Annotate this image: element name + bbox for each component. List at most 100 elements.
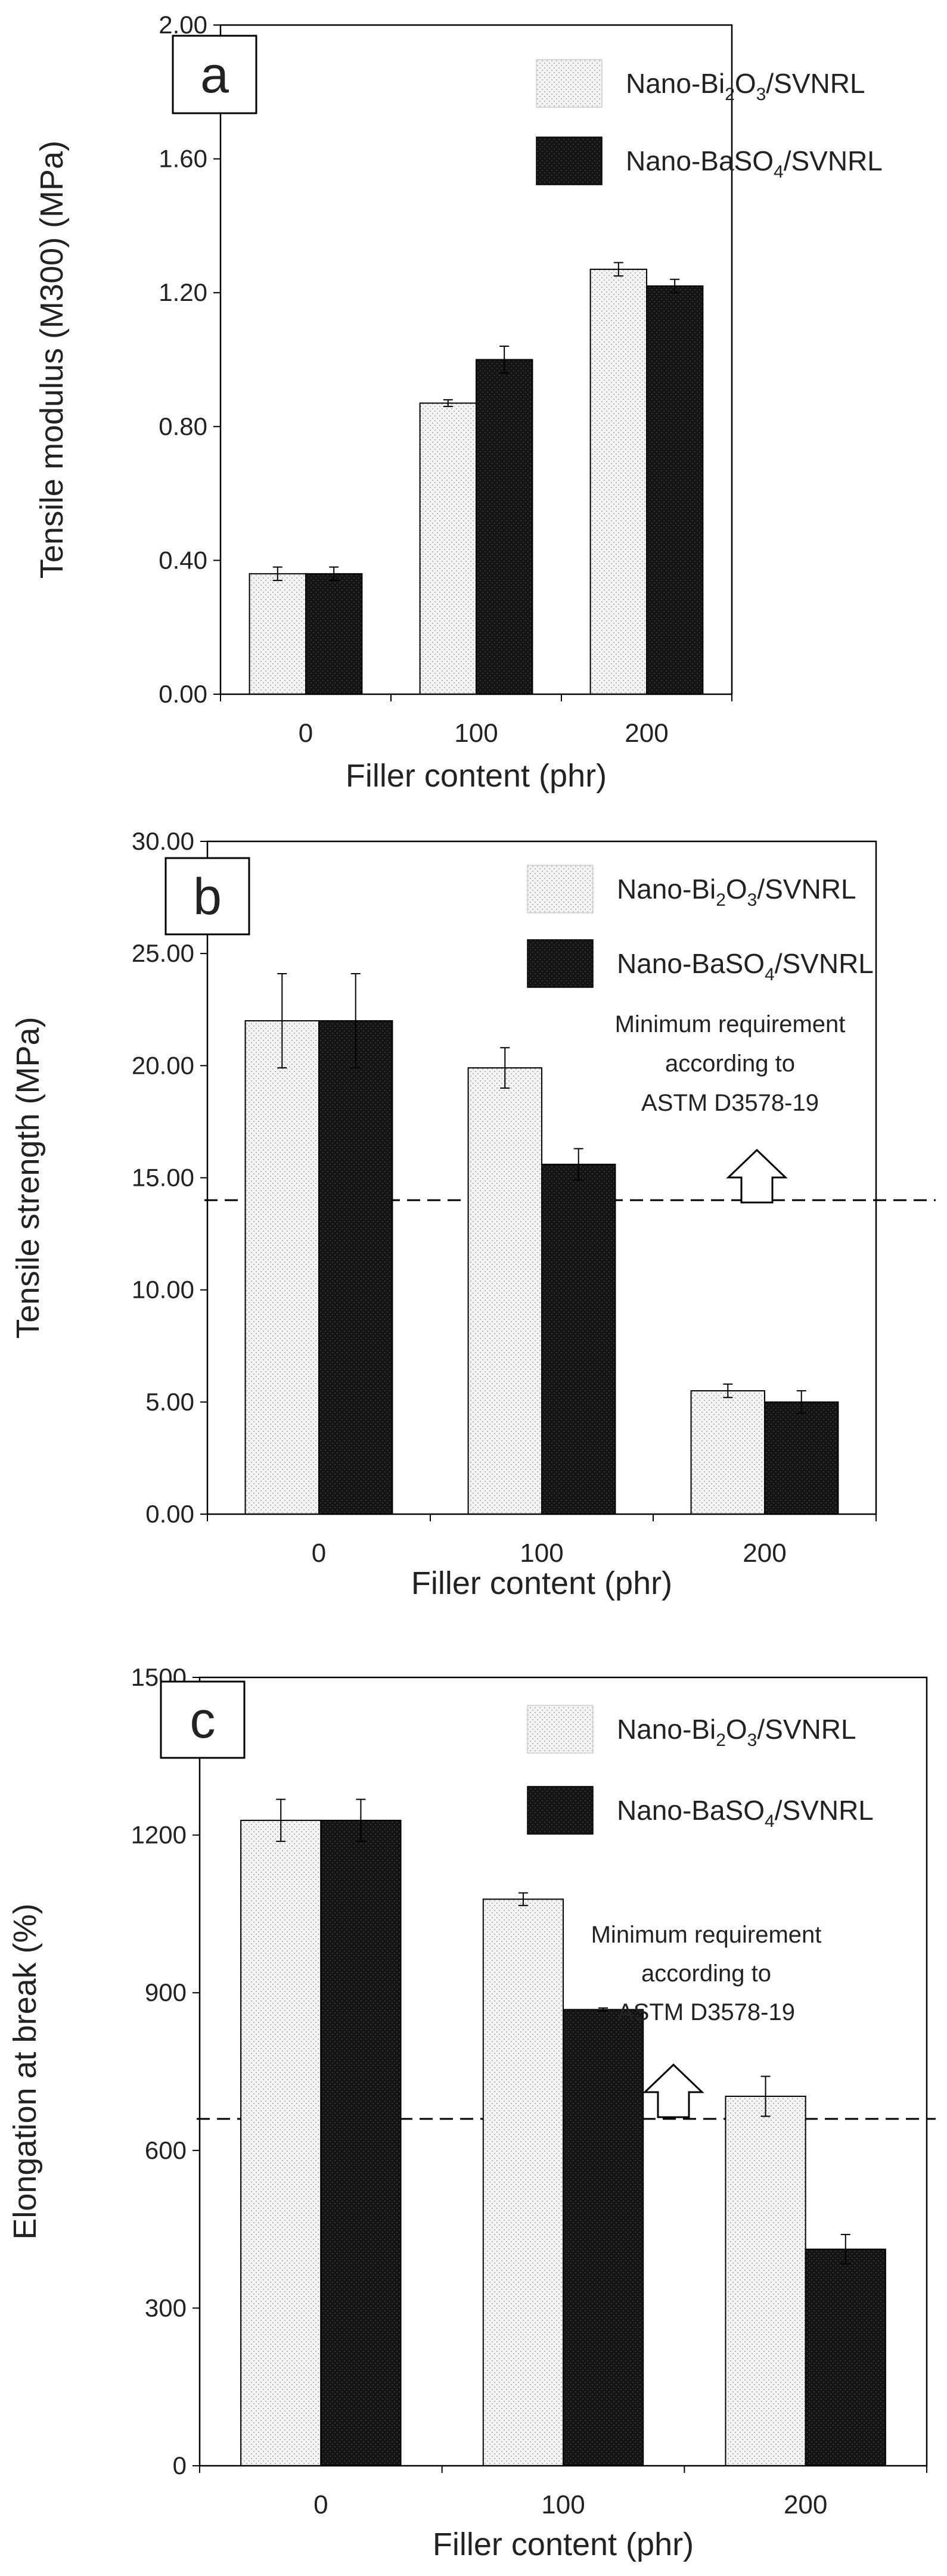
- y-axis-title: Tensile modulus (M300) (MPa): [34, 141, 70, 579]
- legend-label: Nano-Bi2O3/SVNRL: [617, 874, 856, 910]
- y-tick-label: 15.00: [132, 1164, 194, 1192]
- requirement-annotation: Minimum requirement according to ASTM D357…: [591, 1922, 822, 2118]
- bar-a-series2-100: [476, 359, 533, 695]
- legend-label: Nano-Bi2O3/SVNRL: [626, 68, 865, 104]
- legend-label: Nano-Bi2O3/SVNRL: [617, 1714, 856, 1750]
- x-tick-label: 0: [313, 2490, 328, 2519]
- error-bar: [760, 2075, 771, 2117]
- y-axis-title: Tensile strength (MPa): [10, 1017, 46, 1338]
- legend: Nano-Bi2O3/SVNRL Nano-BaSO4/SVNRL: [536, 59, 883, 185]
- legend-swatch: [527, 865, 594, 913]
- error-bar: [329, 566, 339, 582]
- bar-b-series2-0: [318, 1020, 393, 1515]
- bar-b-series2-200: [764, 1401, 839, 1515]
- bar-c-series1-100: [482, 1898, 564, 2467]
- y-tick-label: 0.00: [145, 1500, 194, 1528]
- y-tick-label: 5.00: [145, 1388, 194, 1416]
- x-axis-title: Filler content (phr): [411, 1565, 672, 1601]
- legend-swatch: [527, 939, 594, 988]
- bar-c-series1-0: [240, 1819, 322, 2466]
- x-tick-label: 0: [299, 719, 313, 748]
- x-tick-label: 200: [625, 719, 668, 748]
- error-bar: [613, 262, 623, 277]
- legend: Nano-Bi2O3/SVNRL Nano-BaSO4/SVNRL: [527, 1705, 874, 1835]
- bar-c-series2-200: [805, 2248, 886, 2466]
- panel-label: a: [200, 46, 229, 104]
- error-bar: [598, 2007, 608, 2012]
- bar-a-series1-100: [419, 402, 477, 695]
- legend-swatch: [536, 59, 603, 108]
- bar-a-series1-200: [589, 268, 647, 695]
- annotation-line: according to: [641, 1960, 771, 1987]
- bar-b-series2-100: [541, 1163, 616, 1515]
- error-bar: [518, 1892, 528, 1906]
- y-tick-label: 30.00: [132, 827, 194, 855]
- requirement-annotation: Minimum requirement according to ASTM D357…: [615, 1011, 846, 1204]
- plot-area: [198, 1676, 928, 2467]
- y-tick-label: 600: [145, 2136, 187, 2164]
- error-bar: [796, 1390, 806, 1414]
- legend-swatch: [527, 1786, 594, 1835]
- x-axis-title: Filler content (phr): [346, 758, 607, 794]
- x-tick-label: 200: [743, 1539, 786, 1568]
- y-tick-label: 300: [145, 2294, 187, 2322]
- error-bar: [443, 399, 453, 408]
- bar-b-series1-100: [467, 1067, 543, 1515]
- plot-area: [219, 24, 733, 695]
- bar-a-series2-200: [646, 285, 704, 695]
- y-tick-label: 0: [173, 2451, 187, 2479]
- annotation-line: ASTM D3578-19: [641, 1090, 819, 1116]
- bar-c-series2-100: [563, 2009, 644, 2467]
- error-bar: [276, 1798, 286, 1842]
- bar-c-series1-200: [725, 2095, 806, 2467]
- x-tick-label: 100: [454, 719, 498, 748]
- bar-a-series2-0: [305, 573, 363, 695]
- x-tick-label: 200: [784, 2490, 827, 2519]
- y-tick-label: 1200: [131, 1821, 187, 1849]
- legend-label: Nano-BaSO4/SVNRL: [617, 948, 874, 984]
- bar-b-series1-200: [690, 1390, 765, 1515]
- legend-label: Nano-BaSO4/SVNRL: [626, 145, 883, 182]
- x-tick-label: 100: [520, 1539, 563, 1568]
- bar-a-series1-0: [249, 573, 306, 695]
- y-tick-label: 10.00: [132, 1276, 194, 1304]
- up-arrow-icon: [642, 2063, 704, 2118]
- y-tick-label: 1.20: [159, 278, 207, 306]
- y-tick-label: 25.00: [132, 939, 194, 967]
- error-bar: [350, 973, 361, 1069]
- panel-label-box: [172, 35, 257, 114]
- y-tick-label: 20.00: [132, 1051, 194, 1079]
- panel-label: c: [190, 1692, 216, 1749]
- error-bar: [573, 1148, 583, 1181]
- x-tick-label: 100: [541, 2490, 585, 2519]
- chart-panel-a: 0.00 0.40 0.80 1.20 1.60 2.00 0 100 200 Filler co…: [34, 11, 883, 794]
- y-tick-label: 900: [145, 1978, 187, 2006]
- error-bar: [500, 1047, 510, 1089]
- error-bar: [670, 278, 680, 294]
- x-tick-label: 0: [312, 1539, 326, 1568]
- error-bar: [272, 566, 282, 582]
- error-bar: [356, 1798, 366, 1842]
- up-arrow-icon: [726, 1148, 788, 1204]
- panel-label-box: [160, 1680, 246, 1759]
- chart-panel-b: 0.00 5.00 10.00 15.00 20.00 25.00 30.00 0 100 200…: [10, 827, 936, 1601]
- error-bar: [277, 973, 287, 1069]
- annotation-line: Minimum requirement: [615, 1011, 846, 1037]
- error-bar: [723, 1383, 733, 1399]
- x-axis-title: Filler content (phr): [433, 2527, 694, 2562]
- annotation-line: ASTM D3578-19: [617, 1999, 795, 2025]
- error-bar: [840, 2233, 850, 2265]
- bar-b-series1-0: [244, 1020, 319, 1515]
- legend: Nano-Bi2O3/SVNRL Nano-BaSO4/SVNRL: [527, 865, 874, 988]
- y-axis-title: Elongation at break (%): [7, 1903, 43, 2239]
- annotation-line: according to: [665, 1051, 795, 1077]
- error-bar: [499, 346, 510, 374]
- y-tick-label: 0.40: [159, 546, 207, 574]
- panel-label-box: [164, 857, 250, 936]
- panel-label: b: [193, 868, 222, 925]
- legend-label: Nano-BaSO4/SVNRL: [617, 1795, 874, 1831]
- bar-c-series2-0: [320, 1819, 402, 2466]
- annotation-line: Minimum requirement: [591, 1922, 822, 1948]
